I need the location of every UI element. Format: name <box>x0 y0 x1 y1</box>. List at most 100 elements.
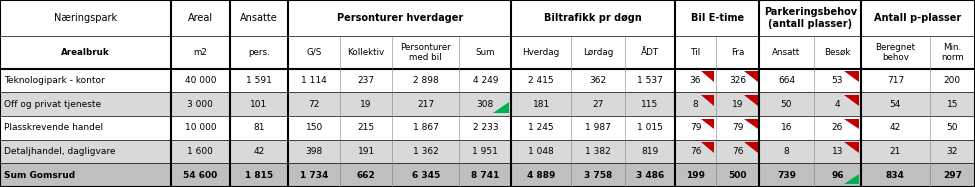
Polygon shape <box>701 142 715 153</box>
Text: 3 758: 3 758 <box>584 171 612 180</box>
Text: Ansatt: Ansatt <box>772 48 800 57</box>
Text: Off og privat tjeneste: Off og privat tjeneste <box>4 100 101 109</box>
Text: 4: 4 <box>835 100 840 109</box>
Text: 81: 81 <box>254 123 264 132</box>
Text: pers.: pers. <box>248 48 270 57</box>
Bar <box>0 92 975 116</box>
Text: 662: 662 <box>357 171 375 180</box>
Text: 1 951: 1 951 <box>473 147 498 156</box>
Text: Hverdag: Hverdag <box>523 48 560 57</box>
Text: 54 600: 54 600 <box>183 171 217 180</box>
Text: 1 537: 1 537 <box>637 76 663 85</box>
Text: 1 362: 1 362 <box>412 147 439 156</box>
Text: Personturer hverdager: Personturer hverdager <box>336 13 463 23</box>
Text: 1 815: 1 815 <box>245 171 273 180</box>
Text: 16: 16 <box>781 123 793 132</box>
Text: 4 889: 4 889 <box>526 171 556 180</box>
Text: 79: 79 <box>689 123 701 132</box>
Text: Sum: Sum <box>476 48 495 57</box>
Text: 101: 101 <box>251 100 267 109</box>
Text: 76: 76 <box>732 147 744 156</box>
Text: Min.
norm: Min. norm <box>941 43 963 62</box>
Text: 1 114: 1 114 <box>301 76 327 85</box>
Text: Plasskrevende handel: Plasskrevende handel <box>4 123 103 132</box>
Text: Antall p-plasser: Antall p-plasser <box>875 13 961 23</box>
Bar <box>0 163 975 187</box>
Text: 76: 76 <box>689 147 701 156</box>
Text: 215: 215 <box>358 123 374 132</box>
Text: 150: 150 <box>305 123 323 132</box>
Text: 191: 191 <box>358 147 374 156</box>
Text: 26: 26 <box>832 123 843 132</box>
Text: Sum Gomsrud: Sum Gomsrud <box>4 171 75 180</box>
Text: 27: 27 <box>593 100 604 109</box>
Text: 326: 326 <box>729 76 746 85</box>
Text: Bil E-time: Bil E-time <box>690 13 744 23</box>
Text: Kollektiv: Kollektiv <box>348 48 385 57</box>
Text: Areal: Areal <box>188 13 213 23</box>
Polygon shape <box>844 142 859 153</box>
Text: 79: 79 <box>732 123 744 132</box>
Text: 19: 19 <box>732 100 744 109</box>
Text: 398: 398 <box>305 147 323 156</box>
Text: 42: 42 <box>890 123 901 132</box>
Bar <box>0 36 975 69</box>
Text: 2 233: 2 233 <box>473 123 498 132</box>
Text: 819: 819 <box>642 147 659 156</box>
Text: 3 486: 3 486 <box>636 171 664 180</box>
Text: 10 000: 10 000 <box>184 123 216 132</box>
Text: 42: 42 <box>254 147 264 156</box>
Text: 237: 237 <box>358 76 374 85</box>
Polygon shape <box>701 71 715 82</box>
Polygon shape <box>744 71 758 82</box>
Polygon shape <box>744 142 758 153</box>
Text: Lørdag: Lørdag <box>583 48 613 57</box>
Text: 1 987: 1 987 <box>585 123 611 132</box>
Text: 1 734: 1 734 <box>300 171 329 180</box>
Polygon shape <box>844 71 859 82</box>
Text: 13: 13 <box>832 147 843 156</box>
Text: Parkeringsbehov
(antall plasser): Parkeringsbehov (antall plasser) <box>763 7 857 29</box>
Text: 200: 200 <box>944 76 960 85</box>
Polygon shape <box>492 102 509 113</box>
Text: 36: 36 <box>689 76 701 85</box>
Text: 1 048: 1 048 <box>528 147 554 156</box>
Text: 3 000: 3 000 <box>187 100 214 109</box>
Text: 6 345: 6 345 <box>411 171 440 180</box>
Text: 297: 297 <box>943 171 961 180</box>
Text: 500: 500 <box>728 171 747 180</box>
Text: 1 591: 1 591 <box>246 76 272 85</box>
Text: Ansatte: Ansatte <box>240 13 278 23</box>
Text: 96: 96 <box>831 171 843 180</box>
Text: 32: 32 <box>947 147 957 156</box>
Polygon shape <box>701 119 715 129</box>
Text: 308: 308 <box>477 100 494 109</box>
Text: 1 245: 1 245 <box>528 123 554 132</box>
Text: 1 600: 1 600 <box>187 147 214 156</box>
Bar <box>0 140 975 163</box>
Text: Personturer
med bil: Personturer med bil <box>401 43 451 62</box>
Text: 1 015: 1 015 <box>637 123 663 132</box>
Text: 54: 54 <box>890 100 901 109</box>
Text: G/S: G/S <box>306 48 322 57</box>
Text: 50: 50 <box>947 123 958 132</box>
Text: Næringspark: Næringspark <box>54 13 117 23</box>
Text: 8: 8 <box>784 147 790 156</box>
Text: 664: 664 <box>778 76 795 85</box>
Text: Beregnet
behov: Beregnet behov <box>876 43 916 62</box>
Text: 1 867: 1 867 <box>412 123 439 132</box>
Polygon shape <box>844 119 859 129</box>
Text: 717: 717 <box>886 76 904 85</box>
Bar <box>0 69 975 92</box>
Text: 8: 8 <box>692 100 698 109</box>
Text: 53: 53 <box>832 76 843 85</box>
Text: Fra: Fra <box>731 48 745 57</box>
Text: Biltrafikk pr døgn: Biltrafikk pr døgn <box>544 13 642 23</box>
Text: 4 249: 4 249 <box>473 76 498 85</box>
Text: 834: 834 <box>886 171 905 180</box>
Text: m2: m2 <box>193 48 208 57</box>
Text: 1 382: 1 382 <box>585 147 611 156</box>
Polygon shape <box>844 95 859 106</box>
Text: 362: 362 <box>590 76 606 85</box>
Text: 50: 50 <box>781 100 793 109</box>
